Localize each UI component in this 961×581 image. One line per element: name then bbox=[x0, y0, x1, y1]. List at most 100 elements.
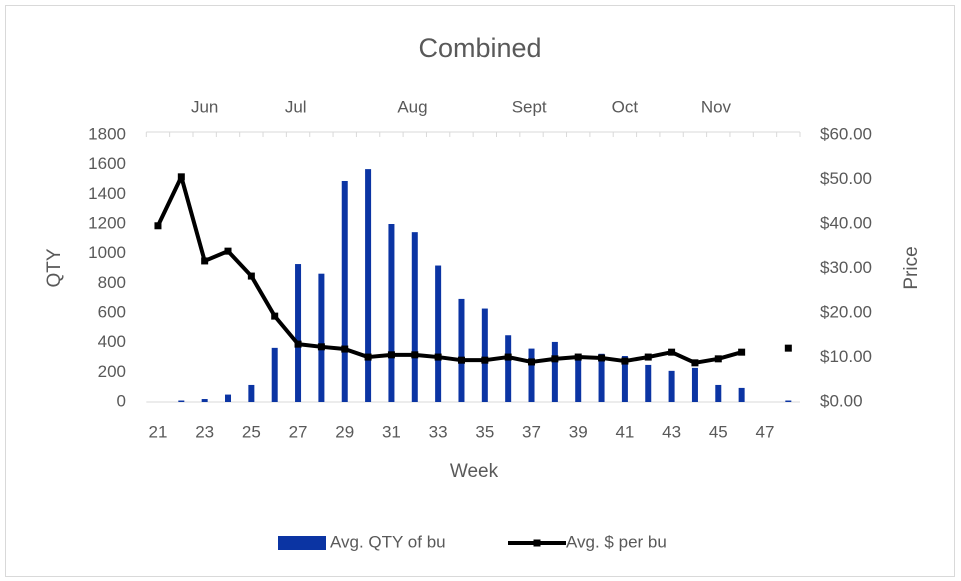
bar bbox=[318, 273, 325, 402]
bar bbox=[528, 348, 535, 402]
bar bbox=[645, 364, 652, 402]
price-marker bbox=[177, 173, 185, 181]
y-tick-label: 1400 bbox=[88, 184, 126, 203]
x-tick-label: 47 bbox=[756, 422, 775, 441]
price-marker bbox=[481, 356, 489, 364]
y-tick-label: 1000 bbox=[88, 243, 126, 262]
bar bbox=[411, 232, 418, 402]
bar bbox=[201, 399, 208, 402]
bar bbox=[691, 367, 698, 402]
bar bbox=[715, 384, 722, 402]
month-label: Oct bbox=[612, 97, 639, 116]
y2-tick-label: $20.00 bbox=[820, 302, 872, 321]
x-tick-label: 41 bbox=[615, 422, 634, 441]
bar bbox=[668, 370, 675, 402]
x-axis-title: Week bbox=[450, 461, 499, 482]
price-marker bbox=[457, 356, 465, 364]
x-tick-label: 45 bbox=[709, 422, 728, 441]
y-tick-label: 0 bbox=[117, 391, 126, 410]
price-marker bbox=[738, 348, 746, 356]
price-marker bbox=[528, 358, 536, 366]
bar bbox=[598, 353, 605, 402]
y-axis-title: QTY bbox=[44, 248, 65, 287]
y-tick-label: 800 bbox=[98, 273, 126, 292]
x-tick-label: 31 bbox=[382, 422, 401, 441]
bar bbox=[621, 356, 628, 402]
y2-tick-label: $30.00 bbox=[820, 258, 872, 277]
price-marker bbox=[247, 272, 255, 280]
price-marker bbox=[154, 222, 162, 230]
price-marker bbox=[387, 351, 395, 359]
price-marker bbox=[574, 353, 582, 361]
x-tick-label: 43 bbox=[662, 422, 681, 441]
x-tick-label: 39 bbox=[569, 422, 588, 441]
y2-tick-label: $40.00 bbox=[820, 213, 872, 232]
price-marker bbox=[224, 247, 232, 255]
y-tick-label: 400 bbox=[98, 332, 126, 351]
y-tick-label: 1800 bbox=[88, 124, 126, 143]
price-marker bbox=[317, 343, 325, 351]
bar bbox=[481, 308, 488, 402]
price-marker bbox=[691, 359, 699, 367]
x-tick-label: 27 bbox=[289, 422, 308, 441]
month-label: Nov bbox=[701, 97, 732, 116]
bar bbox=[178, 400, 185, 402]
x-tick-label: 21 bbox=[149, 422, 168, 441]
price-marker bbox=[434, 353, 442, 361]
legend-label: Avg. $ per bu bbox=[566, 532, 667, 551]
month-label: Jul bbox=[285, 97, 307, 116]
price-marker bbox=[271, 312, 279, 320]
price-marker bbox=[201, 257, 209, 265]
x-tick-label: 29 bbox=[335, 422, 354, 441]
bar bbox=[341, 180, 348, 402]
price-marker bbox=[714, 355, 722, 363]
bar bbox=[785, 400, 792, 402]
y-tick-label: 600 bbox=[98, 302, 126, 321]
bar bbox=[575, 356, 582, 402]
x-tick-label: 37 bbox=[522, 422, 541, 441]
y2-tick-label: $10.00 bbox=[820, 347, 872, 366]
bar bbox=[365, 169, 372, 402]
price-marker bbox=[364, 353, 372, 361]
y2-axis-title: Price bbox=[901, 246, 922, 289]
legend-swatch bbox=[278, 536, 326, 550]
bar bbox=[295, 264, 302, 402]
chart-title: Combined bbox=[418, 33, 541, 63]
x-tick-label: 35 bbox=[475, 422, 494, 441]
bar bbox=[458, 298, 465, 402]
legend-label: Avg. QTY of bu bbox=[330, 532, 446, 551]
price-marker bbox=[551, 355, 559, 363]
y-tick-label: 200 bbox=[98, 362, 126, 381]
y2-tick-label: $0.00 bbox=[820, 391, 863, 410]
price-marker bbox=[668, 348, 676, 356]
y2-tick-label: $60.00 bbox=[820, 124, 872, 143]
bar bbox=[551, 341, 558, 402]
bar bbox=[225, 394, 232, 402]
price-marker bbox=[504, 353, 512, 361]
x-tick-label: 23 bbox=[195, 422, 214, 441]
bar bbox=[248, 384, 255, 402]
y2-tick-label: $50.00 bbox=[820, 169, 872, 188]
price-marker bbox=[598, 354, 606, 362]
price-marker bbox=[621, 357, 629, 365]
price-marker bbox=[294, 340, 302, 348]
y-tick-label: 1200 bbox=[88, 213, 126, 232]
bar bbox=[435, 265, 442, 402]
price-marker bbox=[411, 351, 419, 359]
bar bbox=[505, 335, 512, 402]
price-marker bbox=[784, 344, 792, 352]
chart-frame bbox=[5, 5, 955, 577]
y-tick-label: 1600 bbox=[88, 154, 126, 173]
legend-marker bbox=[533, 539, 541, 547]
x-tick-label: 33 bbox=[429, 422, 448, 441]
x-tick-label: 25 bbox=[242, 422, 261, 441]
price-marker bbox=[341, 345, 349, 353]
bar bbox=[388, 224, 395, 402]
month-label: Aug bbox=[397, 97, 427, 116]
price-marker bbox=[644, 353, 652, 361]
month-label: Jun bbox=[191, 97, 218, 116]
bar bbox=[738, 387, 745, 402]
month-label: Sept bbox=[512, 97, 547, 116]
bar bbox=[271, 347, 278, 402]
